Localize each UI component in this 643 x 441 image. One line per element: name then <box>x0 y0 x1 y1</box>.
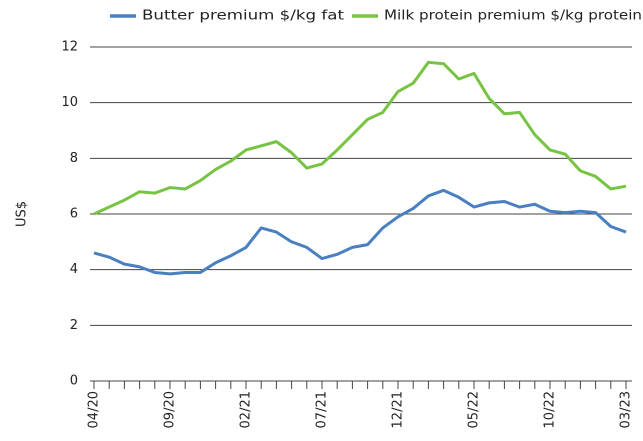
y-tick-label: 10 <box>61 95 78 110</box>
x-tick-label: 09/20 <box>163 391 178 428</box>
x-tick-label: 10/22 <box>543 391 558 428</box>
y-tick-label: 4 <box>70 262 78 277</box>
y-tick-label: 0 <box>70 374 78 389</box>
x-tick-label: 12/21 <box>391 391 406 428</box>
y-axis-label: US$ <box>15 201 30 227</box>
series-line <box>93 60 627 216</box>
y-tick-label: 2 <box>70 318 78 333</box>
y-tick-label: 12 <box>61 40 78 55</box>
x-tick-label: 03/23 <box>619 391 634 428</box>
y-tick-label: 8 <box>70 151 78 166</box>
x-tick-label: 05/22 <box>467 391 482 428</box>
x-tick-label: 04/20 <box>87 391 102 428</box>
legend-label: Milk protein premium $/kg protein <box>384 9 642 24</box>
y-tick-label: 6 <box>70 207 78 222</box>
legend-label: Butter premium $/kg fat <box>142 9 344 24</box>
series-line <box>93 188 627 276</box>
x-tick-label: 02/21 <box>239 391 254 428</box>
x-tick-label: 07/21 <box>315 391 330 428</box>
